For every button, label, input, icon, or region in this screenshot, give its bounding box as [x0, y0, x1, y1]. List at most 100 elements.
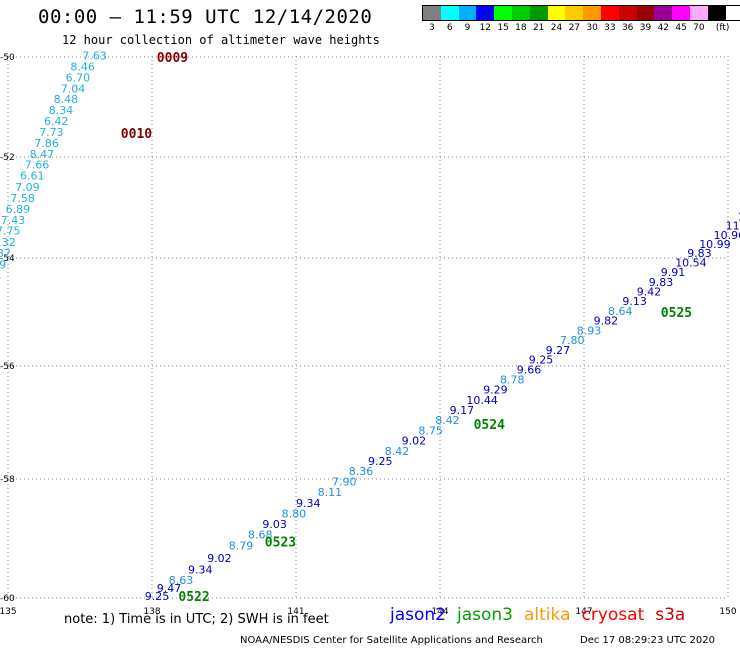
swh-value: 9.83	[687, 247, 712, 260]
legend-label: 9	[464, 23, 471, 33]
swh-value: 10.99	[699, 238, 731, 251]
swh-value: 9.47	[157, 582, 182, 595]
legend-label: 42	[657, 23, 670, 33]
legend-label: 45	[675, 23, 687, 33]
legend-labels: 3 6 9 12 15 18 21 24 27 30 33 36 39 42 45 70 (ft)	[422, 21, 740, 33]
legend-swatch	[654, 6, 673, 20]
legend-swatch	[636, 6, 655, 20]
x-tick-label: 147	[575, 607, 592, 617]
footnote: note: 1) Time is in UTC; 2) SWH is in fe…	[64, 612, 329, 627]
time-label: 0523	[265, 535, 296, 550]
swh-value: 8.79	[229, 540, 254, 553]
legend-swatch	[672, 6, 690, 20]
swh-value: 10.54	[675, 256, 707, 269]
swh-value: 9.25	[145, 590, 170, 603]
legend-label: 6	[446, 23, 453, 33]
swh-value: 8.75	[418, 424, 443, 437]
swh-value: 10.44	[466, 394, 498, 407]
legend-label: 18	[515, 23, 527, 33]
time-label: 0009	[157, 51, 188, 66]
legend-label: 70	[693, 23, 705, 33]
y-tick-label: -52	[0, 153, 15, 163]
legend-swatch	[529, 6, 548, 20]
x-tick-label: 138	[143, 607, 160, 617]
time-label: 0524	[474, 418, 505, 433]
swh-value: 6.70	[66, 72, 91, 85]
swh-value: 8.64	[608, 305, 633, 318]
swh-value: 9.29	[483, 384, 508, 397]
legend-swatches	[422, 5, 740, 21]
swh-value: 8.42	[385, 445, 410, 458]
legend-label: 30	[586, 23, 598, 33]
swh-value: 9.42	[637, 285, 662, 298]
swh-value: 9.02	[207, 552, 232, 565]
swh-value: 7.63	[82, 50, 107, 63]
swh-value: 7.75	[0, 225, 21, 238]
legend-swatch	[565, 6, 584, 20]
swh-value: 6.61	[20, 170, 45, 183]
legend-label: 24	[550, 23, 563, 33]
x-tick-label: 144	[431, 607, 448, 617]
legend-swatch	[547, 6, 566, 20]
legend-label: 3	[429, 23, 435, 33]
swh-value: 9.34	[296, 497, 321, 510]
x-tick-label: 141	[287, 607, 304, 617]
satellite-label: s3a	[655, 605, 686, 625]
swh-value: 8.36	[349, 465, 374, 478]
satellite-legend: jason2 jason3 altika cryosat s3a	[390, 605, 696, 625]
swh-value: 9.03	[262, 518, 287, 531]
swh-value: 6.42	[44, 115, 69, 128]
legend-swatch	[423, 6, 441, 20]
swh-value: 9.17	[450, 404, 475, 417]
swh-value: 7.32	[0, 236, 16, 249]
legend-swatch	[600, 6, 619, 20]
altimeter-tracks: 7.638.466.707.048.488.346.427.737.868.47…	[0, 50, 740, 606]
swh-value: 9.02	[402, 435, 427, 448]
swh-value: 9.34	[188, 563, 213, 576]
swh-value: 7.86	[34, 137, 59, 150]
legend-swatch	[476, 6, 495, 20]
map-grid	[7, 56, 729, 600]
time-label: 0522	[178, 590, 209, 605]
swh-value: 8.48	[54, 93, 79, 106]
swh-value: 8.42	[435, 414, 460, 427]
y-tick-label: -60	[0, 594, 15, 604]
satellite-label: jason2	[390, 605, 446, 625]
y-tick-label: -54	[0, 254, 15, 264]
y-tick-label: -58	[0, 475, 15, 485]
swh-value: 7.58	[10, 192, 35, 205]
swh-value: 7.73	[39, 126, 64, 139]
swh-value: 11.54	[726, 220, 740, 233]
map-axes: 135 138 141 144 147 150 -50 -52 -54 -56 -58 -60	[0, 53, 737, 617]
swh-value: 6.82	[0, 247, 11, 260]
swh-value: 11.94	[738, 211, 740, 224]
swh-value: 9.25	[529, 354, 554, 367]
swh-value: 6.24	[0, 270, 1, 283]
legend-label: 12	[479, 23, 492, 33]
swh-value: 9.27	[546, 344, 571, 357]
swh-value: 9.25	[368, 455, 393, 468]
time-label: 0525	[661, 306, 692, 321]
color-legend: 3 6 9 12 15 18 21 24 27 30 33 36 39 42 45 70 (ft)	[422, 5, 740, 33]
swh-value: 7.04	[61, 83, 86, 96]
legend-swatch	[511, 6, 530, 20]
swh-value: 8.80	[282, 508, 307, 521]
swh-value: 8.47	[30, 148, 54, 161]
swh-value: 6.99	[0, 258, 6, 271]
swh-value: 8.34	[49, 104, 74, 117]
swh-value: 7.43	[1, 214, 26, 227]
swh-value: 8.63	[169, 574, 194, 587]
swh-value: 7.90	[332, 475, 357, 488]
legend-swatch	[458, 6, 477, 20]
y-tick-label: -56	[0, 362, 15, 372]
map-subtitle: 12 hour collection of altimeter wave hei…	[62, 33, 380, 47]
swh-value: 9.83	[649, 276, 674, 289]
swh-value: 9.13	[622, 295, 647, 308]
swh-value: 7.80	[560, 334, 585, 347]
map-title: 00:00 – 11:59 UTC 12/14/2020	[38, 6, 373, 28]
swh-value: 8.93	[577, 324, 602, 337]
swh-value: 8.68	[248, 528, 273, 541]
legend-label: 21	[532, 23, 545, 33]
legend-label: 36	[621, 23, 634, 33]
